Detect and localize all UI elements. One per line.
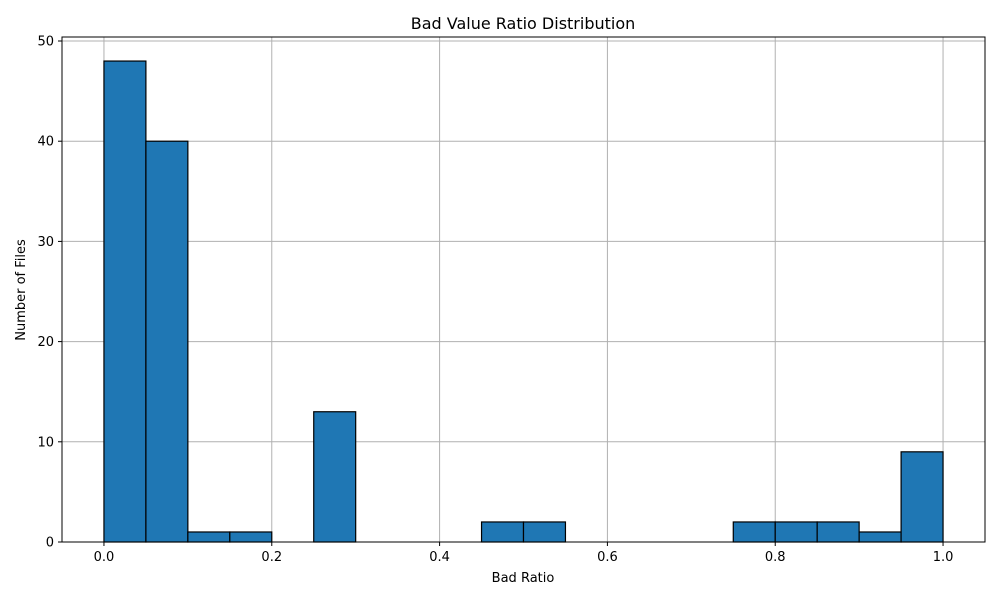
histogram-bar xyxy=(732,521,776,543)
histogram-bar xyxy=(313,411,357,543)
x-tick-label: 0.4 xyxy=(429,550,450,565)
histogram-bar xyxy=(229,531,273,543)
y-axis-ticks: 0 10 20 30 40 50 xyxy=(37,35,62,551)
histogram-bar xyxy=(900,451,944,543)
y-tick-label: 10 xyxy=(37,435,54,450)
histogram-bar xyxy=(522,521,567,543)
histogram-bar xyxy=(816,521,860,543)
x-tick-label: 0.6 xyxy=(597,550,618,565)
histogram-bar xyxy=(480,521,525,543)
histogram-bar xyxy=(103,60,147,543)
histogram-bar xyxy=(858,531,902,543)
histogram-bar xyxy=(145,140,189,543)
y-tick-label: 40 xyxy=(37,135,54,150)
y-tick-label: 50 xyxy=(37,35,54,50)
x-tick-label: 0.0 xyxy=(94,550,115,565)
histogram-bar xyxy=(187,531,231,543)
plot-frame xyxy=(61,36,986,543)
y-axis-label: Number of Files xyxy=(14,239,29,341)
x-tick-label: 1.0 xyxy=(933,550,954,565)
y-tick-label: 0 xyxy=(46,536,54,551)
x-axis-ticks: 0.0 0.2 0.4 0.6 0.8 1.0 xyxy=(94,542,954,565)
bars xyxy=(103,60,944,543)
chart-title: Bad Value Ratio Distribution xyxy=(411,14,636,33)
y-tick-label: 20 xyxy=(37,335,54,350)
grid-lines xyxy=(62,37,985,543)
x-axis-label: Bad Ratio xyxy=(492,571,555,586)
x-tick-label: 0.8 xyxy=(765,550,786,565)
histogram-bar xyxy=(774,521,818,543)
x-tick-label: 0.2 xyxy=(261,550,282,565)
y-tick-label: 30 xyxy=(37,235,54,250)
